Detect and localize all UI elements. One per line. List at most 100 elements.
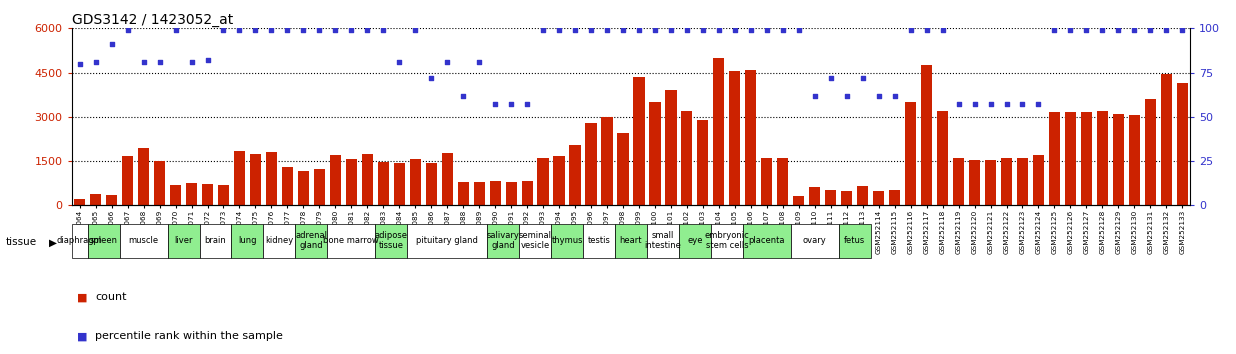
Point [357,27,377,33]
Text: tissue: tissue [6,238,37,247]
Bar [697,120,708,205]
Bar [314,169,325,205]
Text: eye: eye [687,236,702,245]
Bar [1128,115,1140,205]
Bar [487,224,519,258]
Point [740,27,760,33]
Bar [937,111,948,205]
Bar [586,123,597,205]
Bar [201,184,213,205]
Point [1060,27,1080,33]
Text: seminal
vesicle: seminal vesicle [519,231,551,250]
Bar [826,190,837,205]
Point [597,27,617,33]
Bar [679,224,711,258]
Bar [506,182,517,205]
Point [869,93,889,98]
Point [901,27,921,33]
Point [486,102,506,107]
Bar [346,159,357,205]
Bar [618,133,629,205]
Point [214,27,234,33]
Point [341,27,361,33]
Point [230,27,250,33]
Bar [409,159,420,205]
Bar [873,191,884,205]
Bar [120,224,168,258]
Bar [407,224,487,258]
Point [1028,102,1048,107]
Bar [394,162,405,205]
Point [421,75,441,81]
Text: diaphragm: diaphragm [57,236,103,245]
Bar [649,102,660,205]
Point [278,27,298,33]
Point [309,27,329,33]
Text: ovary: ovary [803,236,827,245]
Bar [72,224,88,258]
Text: liver: liver [174,236,193,245]
Point [565,27,585,33]
Point [117,27,137,33]
Bar [330,155,341,205]
Point [613,27,633,33]
Bar [298,171,309,205]
Bar [791,224,839,258]
Bar [441,153,452,205]
Text: ■: ■ [77,331,87,341]
Point [150,59,169,65]
Bar [551,224,583,258]
Bar [1096,111,1107,205]
Point [533,27,552,33]
Point [502,102,522,107]
Bar [681,111,692,205]
Point [1173,27,1193,33]
Bar [889,190,900,205]
Bar [1177,83,1188,205]
Text: testis: testis [587,236,611,245]
Point [1125,27,1145,33]
Bar [1017,159,1028,205]
Point [1157,27,1177,33]
Bar [985,160,996,205]
Bar [602,117,613,205]
Bar [1161,74,1172,205]
Bar [88,224,120,258]
Point [821,75,840,81]
Bar [74,199,85,205]
Text: ■: ■ [77,292,87,302]
Bar [729,71,740,205]
Bar [538,158,549,205]
Bar [777,158,789,205]
Point [454,93,473,98]
Point [133,59,153,65]
Text: fetus: fetus [844,236,865,245]
Bar [122,156,133,205]
Point [726,27,745,33]
Text: thymus: thymus [551,236,583,245]
Bar [1033,155,1044,205]
Point [980,102,1000,107]
Bar [263,224,295,258]
Bar [953,158,964,205]
Bar [921,65,932,205]
Bar [745,70,756,205]
Point [1109,27,1128,33]
Point [885,93,905,98]
Point [470,59,489,65]
Point [996,102,1016,107]
Point [677,27,697,33]
Bar [154,161,166,205]
Point [1093,27,1112,33]
Point [661,27,681,33]
Bar [234,151,245,205]
Text: pituitary gland: pituitary gland [417,236,478,245]
Bar [646,224,679,258]
Bar [185,183,197,205]
Bar [616,224,646,258]
Bar [583,224,616,258]
Bar [633,77,644,205]
Text: count: count [95,292,126,302]
Point [293,27,313,33]
Point [949,102,969,107]
